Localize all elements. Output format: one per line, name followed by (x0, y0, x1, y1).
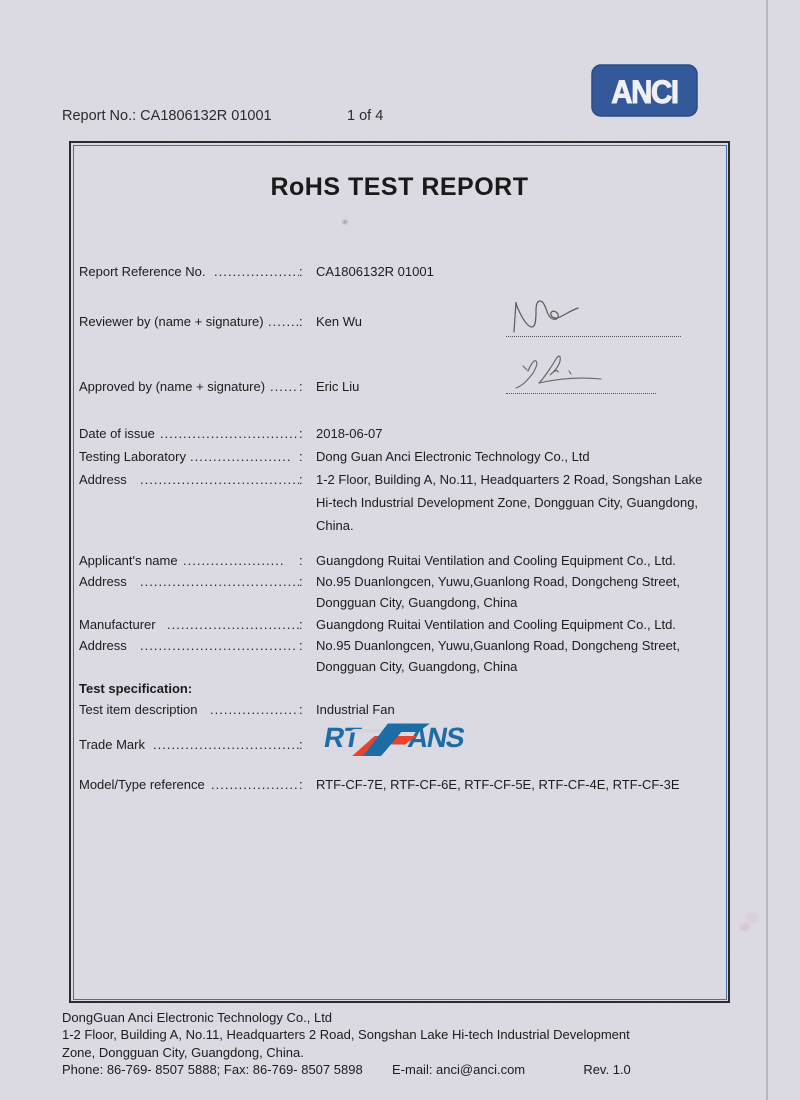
svg-text:ANCI: ANCI (611, 74, 677, 110)
svg-text:RT: RT (322, 721, 364, 753)
